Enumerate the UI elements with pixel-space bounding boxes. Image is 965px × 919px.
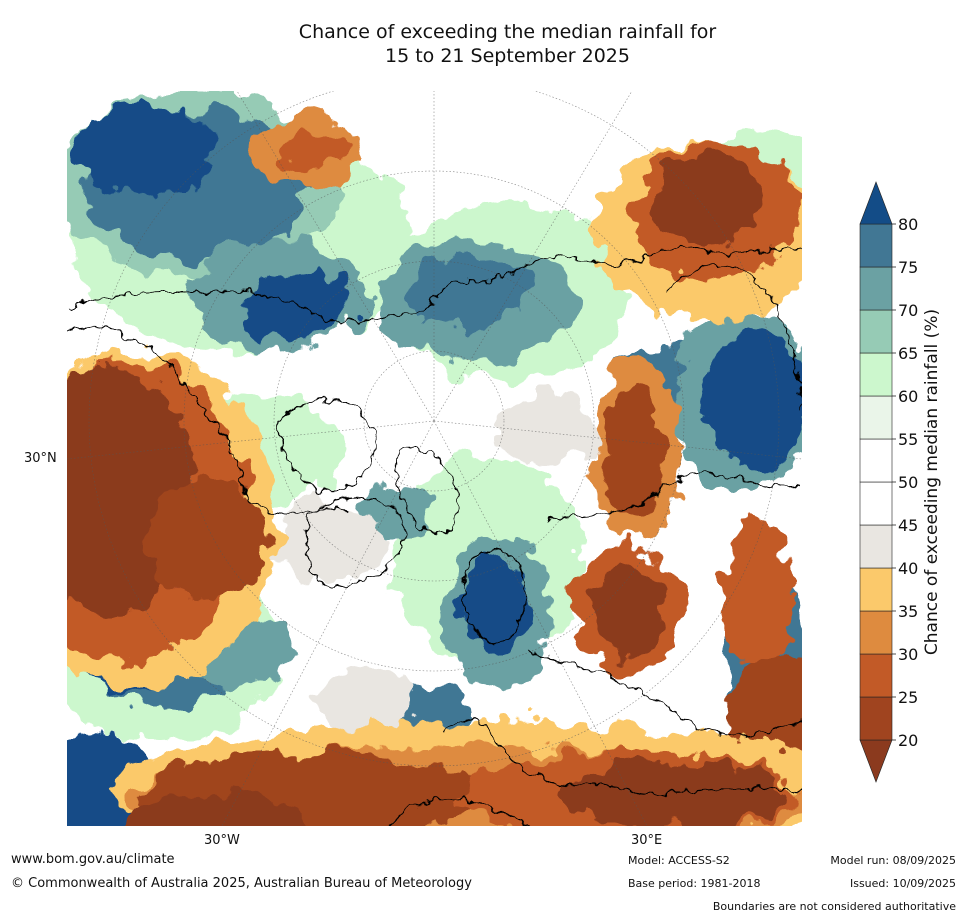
colorbar-tick-label: 25 — [898, 688, 918, 707]
colorbar-label: Chance of exceeding median rainfall (%) — [922, 309, 942, 655]
lon-label-30w: 30°W — [204, 833, 240, 848]
colorbar-bin — [859, 696, 893, 741]
colorbar-bin — [859, 223, 893, 268]
colorbar-tick-label: 55 — [898, 430, 918, 449]
colorbar-tick-label: 80 — [898, 215, 918, 234]
colorbar-tick-label: 35 — [898, 602, 918, 621]
colorbar-bin — [859, 653, 893, 698]
colorbar-tick-label: 45 — [898, 516, 918, 535]
colorbar-bin — [859, 481, 893, 526]
colorbar-tick-label: 30 — [898, 645, 918, 664]
base-period: Base period: 1981-2018 — [628, 877, 761, 890]
model-name: Model: ACCESS-S2 — [628, 854, 730, 867]
colorbar-tick-label: 70 — [898, 301, 918, 320]
colorbar-tick-label: 65 — [898, 344, 918, 363]
issued-date: Issued: 10/09/2025 — [849, 877, 956, 890]
colorbar-bin — [859, 610, 893, 655]
colorbar-tick-label: 40 — [898, 559, 918, 578]
colorbar: 20 25 30 35 40 45 50 55 60 65 70 75 80 Chance of exc… — [855, 180, 965, 785]
boundaries-disclaimer: Boundaries are not considered authoritat… — [712, 900, 956, 913]
colorbar-bin — [859, 567, 893, 612]
graticule — [67, 91, 802, 826]
copyright-text: © Commonwealth of Australia 2025, Austra… — [11, 876, 472, 891]
lat-label-30n: 30°N — [24, 451, 57, 466]
title-line-1: Chance of exceeding the median rainfall … — [298, 21, 717, 43]
map-canvas — [67, 91, 802, 826]
colorbar-bin — [859, 438, 893, 483]
colorbar-bin — [859, 395, 893, 440]
coastlines — [67, 247, 802, 826]
colorbar-bin — [859, 309, 893, 354]
colorbar-bin — [859, 181, 893, 225]
colorbar-tick-label: 75 — [898, 258, 918, 277]
colorbar-svg: 20 25 30 35 40 45 50 55 60 65 70 75 80 Chance of exc… — [859, 181, 942, 783]
colorbar-tick-label: 50 — [898, 473, 918, 492]
colorbar-bin — [859, 352, 893, 397]
title-line-2: 15 to 21 September 2025 — [385, 45, 630, 67]
colorbar-bins — [859, 181, 893, 783]
map-title: Chance of exceeding the median rainfall … — [0, 20, 965, 68]
colorbar-bin — [859, 524, 893, 569]
colorbar-ticks: 20 25 30 35 40 45 50 55 60 65 70 75 80 — [892, 215, 918, 750]
colorbar-bin — [859, 739, 893, 783]
colorbar-tick-label: 60 — [898, 387, 918, 406]
lon-label-30e: 30°E — [631, 833, 663, 848]
model-run-date: Model run: 08/09/2025 — [830, 854, 956, 867]
colorbar-bin — [859, 266, 893, 311]
rainfall-probability-map — [67, 91, 802, 826]
colorbar-tick-label: 20 — [898, 731, 918, 750]
website-link[interactable]: www.bom.gov.au/climate — [11, 852, 175, 867]
